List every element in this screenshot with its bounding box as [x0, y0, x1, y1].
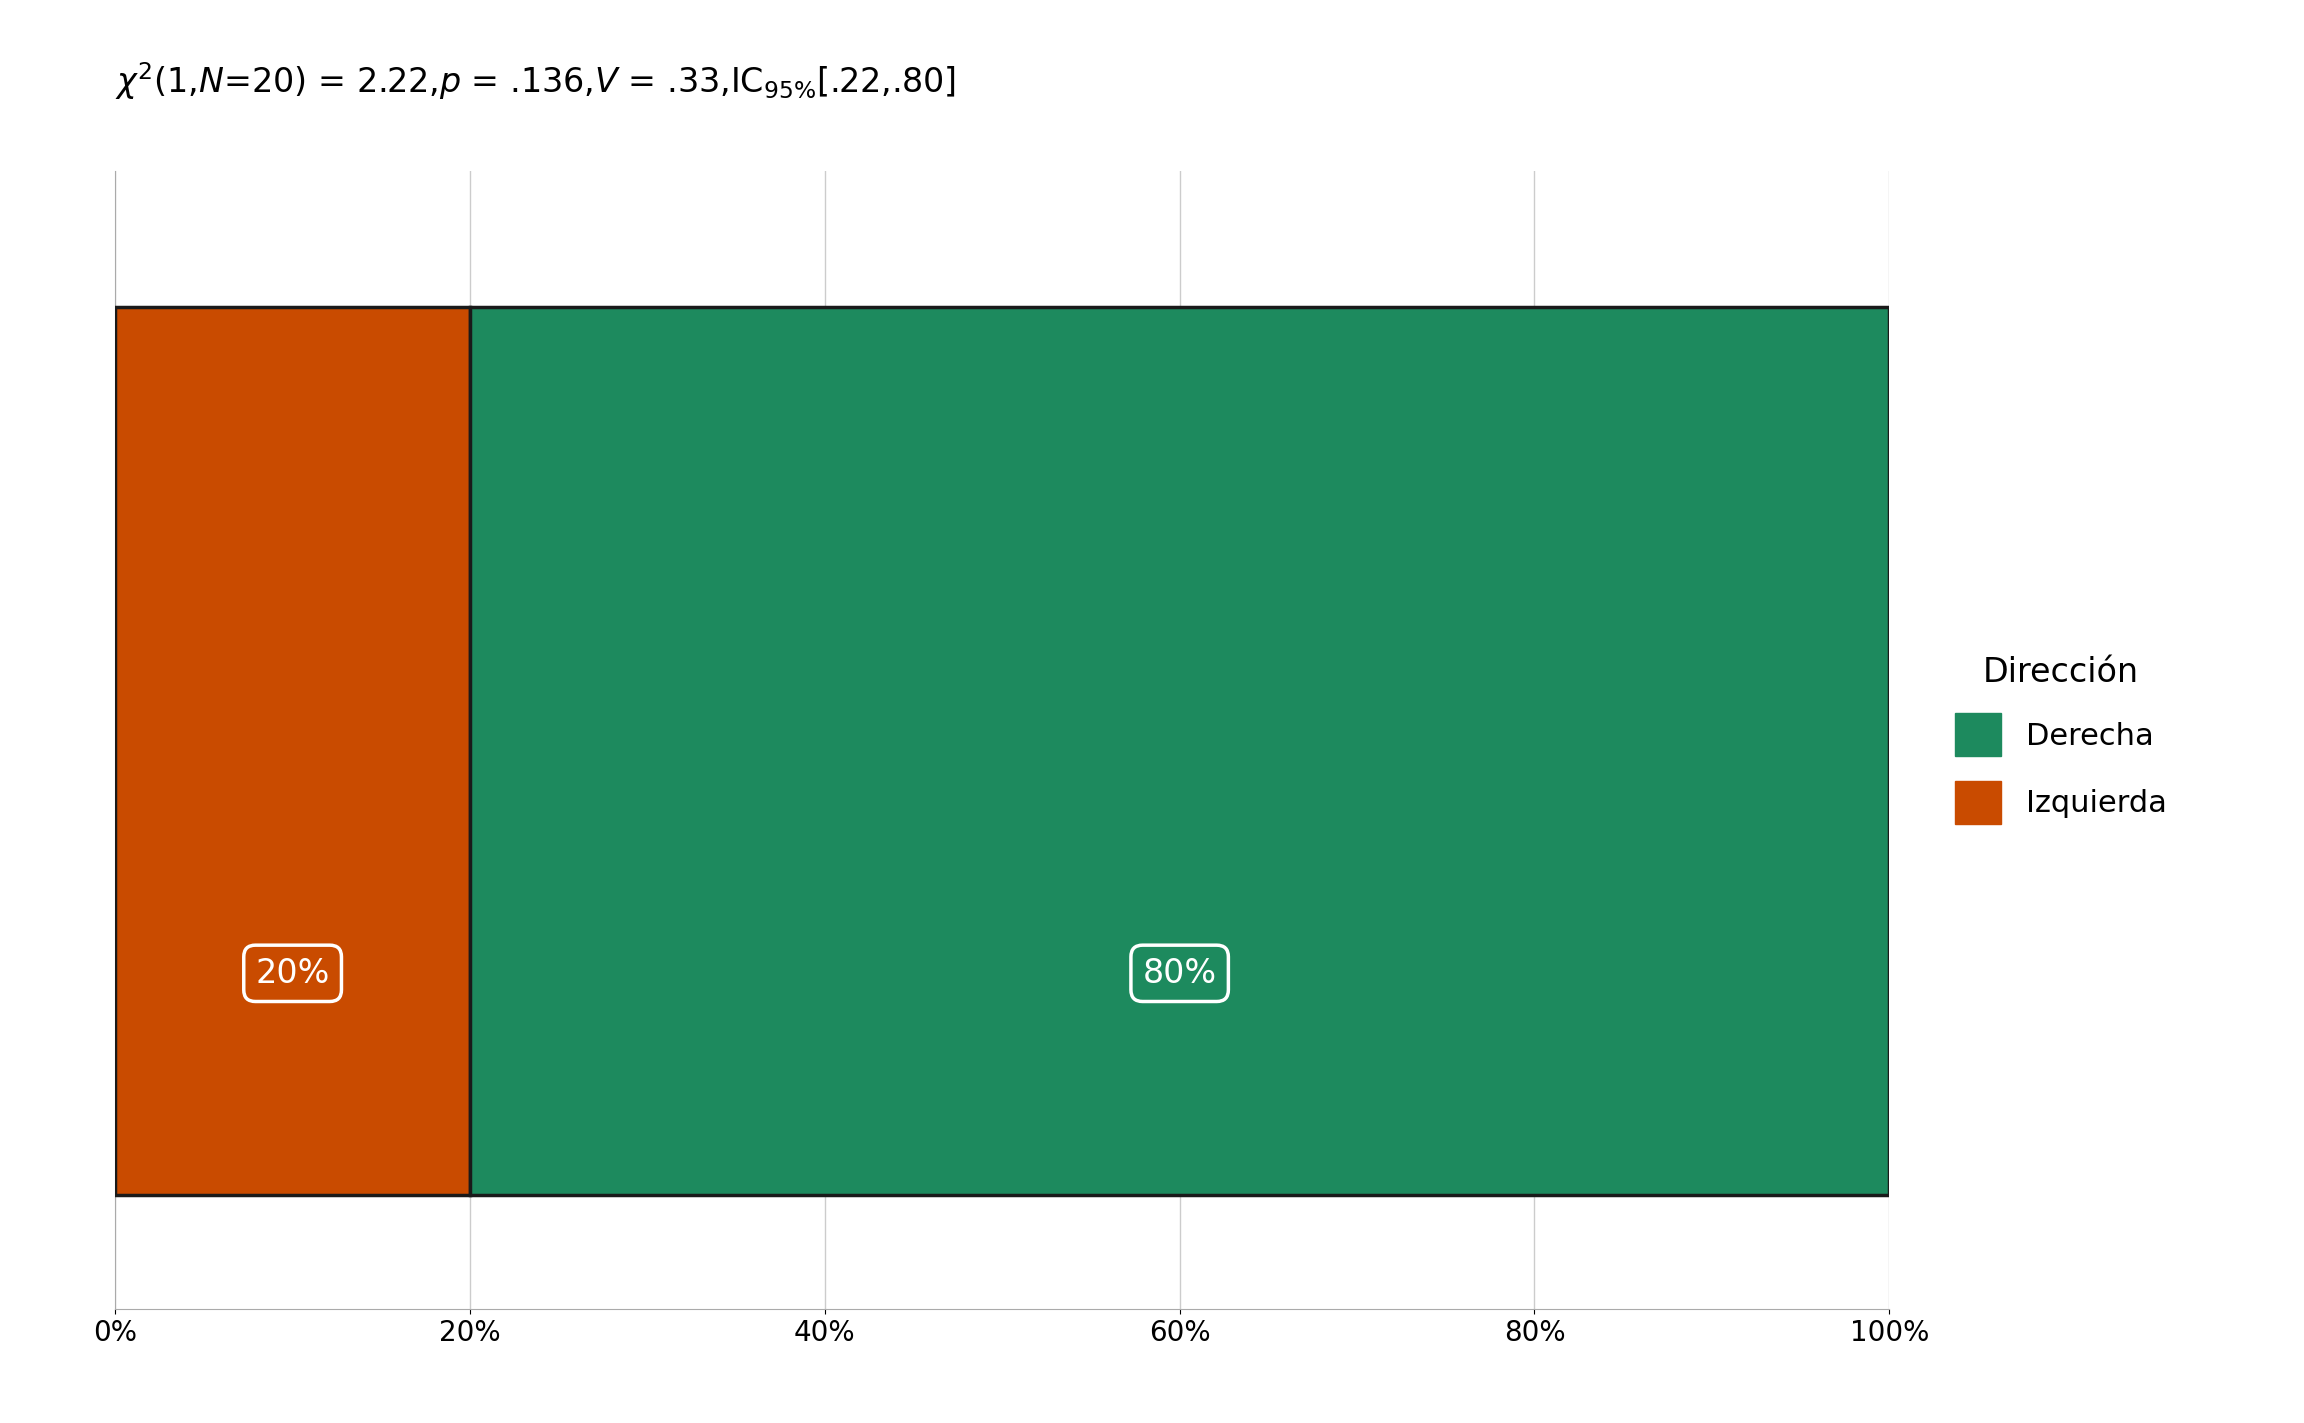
Text: $\chi^2$(1,$N$=20) = 2.22,$p$ = .136,$V$ = .33,IC$_{95\%}$[.22,.80]: $\chi^2$(1,$N$=20) = 2.22,$p$ = .136,$V$…	[115, 61, 956, 102]
Legend: Derecha, Izquierda: Derecha, Izquierda	[1940, 640, 2182, 840]
Text: 20%: 20%	[256, 956, 329, 990]
Bar	[115, 307, 470, 1195]
Text: 80%: 80%	[1143, 956, 1217, 990]
Bar	[470, 307, 1889, 1195]
